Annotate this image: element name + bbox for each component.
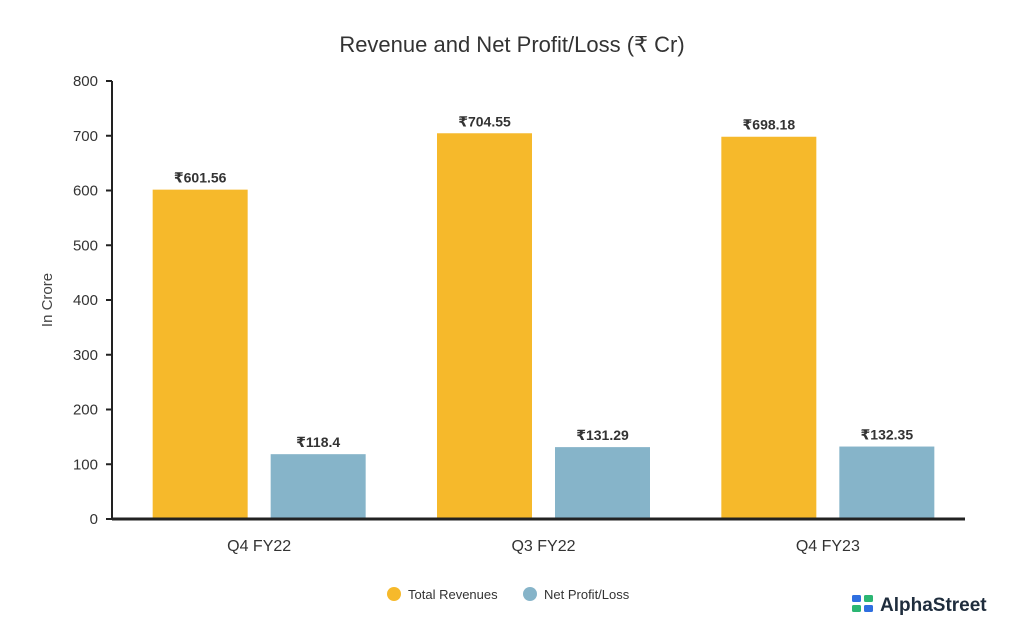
y-axis-label: In Crore [39,273,56,327]
bar-value-label: ₹131.29 [576,427,629,443]
brand-logo: AlphaStreet [852,595,987,616]
y-tick-label: 100 [73,456,98,473]
x-tick-label: Q4 FY22 [227,538,291,555]
legend: Total Revenues Net Profit/Loss [387,587,630,602]
x-tick-label: Q4 FY23 [796,538,860,555]
chart-title: Revenue and Net Profit/Loss (₹ Cr) [339,32,684,57]
bar-net-profit-loss [555,447,650,519]
bar-value-label: ₹132.35 [861,427,914,443]
bar-total-revenues [152,189,248,519]
y-tick-label: 400 [73,292,98,309]
legend-marker [387,587,401,601]
bar-value-label: ₹118.4 [296,434,340,450]
y-tick-label: 0 [90,511,98,528]
bar-value-label: ₹704.55 [458,113,511,129]
y-tick-label: 200 [73,402,98,419]
brand-name: AlphaStreet [880,595,987,616]
x-tick-label: Q3 FY22 [511,538,575,555]
bar-value-label: ₹601.56 [174,170,227,186]
alphastreet-logo-icon [852,595,873,612]
bar-net-profit-loss [270,454,366,519]
bars: ₹601.56 ₹118.4 ₹704.55 ₹131.29 ₹698.18 ₹132.3… [152,113,935,519]
y-axis: 0 100 200 300 400 500 600 700 800 [73,73,113,528]
legend-marker [523,587,537,601]
y-tick-label: 800 [73,73,98,90]
y-tick-label: 600 [73,183,98,200]
bar-total-revenues [437,133,532,519]
x-axis: Q4 FY22 Q3 FY22 Q4 FY23 [112,517,965,555]
bar-total-revenues [721,136,817,519]
bar-net-profit-loss [839,446,935,519]
y-tick-label: 500 [73,237,98,254]
y-tick-label: 700 [73,128,98,145]
legend-label: Total Revenues [408,587,498,602]
y-tick-label: 300 [73,347,98,364]
bar-value-label: ₹698.18 [743,117,796,133]
legend-label: Net Profit/Loss [544,587,630,602]
